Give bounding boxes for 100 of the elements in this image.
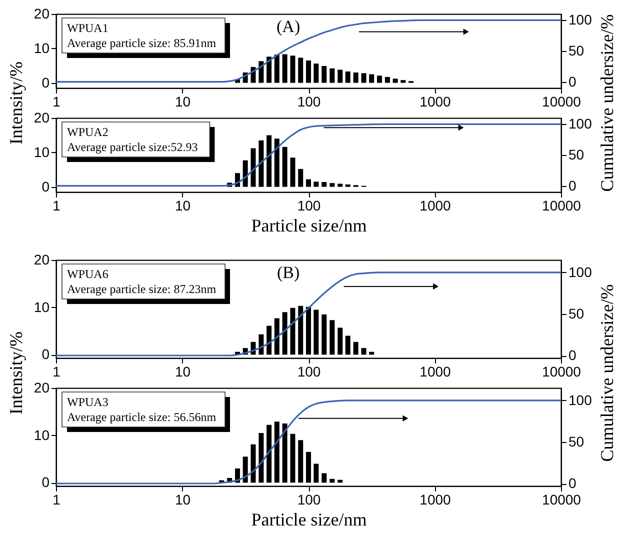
y-axis-title: Intensity/% — [6, 332, 26, 415]
bar — [392, 78, 398, 83]
annotation: (A) — [276, 17, 300, 36]
y-tick-label: 20 — [34, 110, 50, 126]
x-tick-label: 1000 — [420, 94, 452, 110]
bar — [338, 184, 343, 187]
bar — [400, 80, 406, 83]
bar — [258, 61, 264, 83]
bar — [345, 184, 350, 187]
y2-axis-title: Cumulative undersize/% — [597, 14, 618, 192]
annotation: Average particle size:52.93 — [67, 140, 198, 154]
bar — [306, 306, 311, 355]
annotation: WPUA6 — [67, 267, 108, 281]
bar — [353, 72, 358, 83]
annotation: Average particle size: 56.56nm — [67, 410, 217, 424]
bar — [298, 440, 304, 483]
bar — [322, 314, 327, 355]
x-tick-label: 10000 — [542, 198, 582, 214]
annotation: (B) — [276, 263, 300, 282]
x-tick-label: 10000 — [542, 94, 582, 110]
y2-axis-title: Cumulative undersize/% — [597, 284, 618, 462]
y2-tick-label: 0 — [568, 73, 576, 90]
bar — [282, 312, 288, 355]
bar — [338, 328, 343, 355]
y2-tick-label: 0 — [568, 347, 576, 364]
bar — [322, 66, 327, 83]
x-axis-title: Particle size/nm — [251, 216, 367, 236]
bar — [345, 336, 350, 355]
y-tick-label: 0 — [42, 74, 50, 90]
bar — [306, 452, 311, 483]
bar — [298, 58, 304, 83]
x-tick-label: 100 — [297, 364, 321, 380]
bar — [258, 140, 264, 187]
annotation: Average particle size: 87.23nm — [67, 282, 217, 296]
bar — [353, 342, 358, 355]
x-tick-label: 10 — [174, 364, 191, 380]
bar — [322, 182, 327, 187]
bar — [242, 456, 248, 483]
y-tick-label: 10 — [34, 298, 50, 315]
x-tick-label: 1000 — [420, 492, 452, 508]
bar — [274, 138, 280, 187]
bar — [242, 160, 248, 187]
bar — [338, 70, 343, 83]
x-tick-label: 100 — [297, 198, 321, 214]
bar — [330, 320, 335, 355]
x-tick-label: 10 — [174, 198, 191, 214]
y2-tick-label: 0 — [568, 475, 576, 492]
y-tick-label: 10 — [34, 426, 50, 443]
bar — [306, 60, 311, 83]
bar — [330, 478, 335, 483]
annotation: Average particle size: 85.91nm — [67, 36, 217, 50]
y2-tick-label: 50 — [568, 433, 584, 450]
bar — [298, 306, 304, 355]
x-tick-label: 100 — [297, 492, 321, 508]
y2-tick-label: 50 — [568, 42, 584, 58]
bar — [258, 432, 264, 483]
y-tick-label: 20 — [34, 380, 50, 396]
bar — [290, 56, 296, 83]
x-tick-label: 10 — [174, 94, 191, 110]
x-tick-label: 10000 — [542, 364, 582, 380]
y-tick-label: 20 — [34, 252, 50, 268]
bar — [314, 310, 319, 355]
bar — [290, 308, 296, 355]
y2-tick-label: 50 — [568, 146, 584, 162]
y-tick-label: 20 — [34, 6, 50, 22]
x-tick-label: 10000 — [542, 492, 582, 508]
y-axis-title: Intensity/% — [6, 62, 26, 145]
bar — [250, 444, 256, 483]
x-tick-label: 100 — [297, 94, 321, 110]
y2-tick-label: 100 — [568, 116, 592, 132]
y2-tick-label: 100 — [568, 392, 592, 408]
bar — [290, 434, 296, 483]
x-tick-label: 1000 — [420, 364, 452, 380]
bar — [322, 473, 327, 483]
y-tick-label: 0 — [42, 474, 50, 490]
y-tick-label: 0 — [42, 346, 50, 362]
bar — [314, 182, 319, 187]
bar — [250, 148, 256, 187]
bar — [298, 168, 304, 187]
bar — [282, 146, 288, 187]
x-tick-label: 1000 — [420, 198, 452, 214]
x-tick-label: 1 — [52, 94, 61, 110]
bar — [314, 64, 319, 83]
bar — [282, 54, 288, 83]
bar — [306, 179, 311, 187]
bar — [266, 135, 272, 187]
y2-tick-label: 100 — [568, 264, 592, 280]
bar — [274, 54, 280, 83]
y-tick-label: 10 — [34, 40, 50, 56]
y2-tick-label: 50 — [568, 305, 584, 322]
y-tick-label: 10 — [34, 144, 50, 160]
bar — [282, 424, 288, 483]
bar — [266, 56, 272, 83]
bar — [266, 424, 272, 483]
bar — [384, 76, 390, 83]
x-tick-label: 1 — [52, 364, 61, 380]
bar — [314, 464, 319, 483]
bar — [369, 74, 374, 83]
bar — [330, 68, 335, 83]
x-tick-label: 1 — [52, 492, 61, 508]
